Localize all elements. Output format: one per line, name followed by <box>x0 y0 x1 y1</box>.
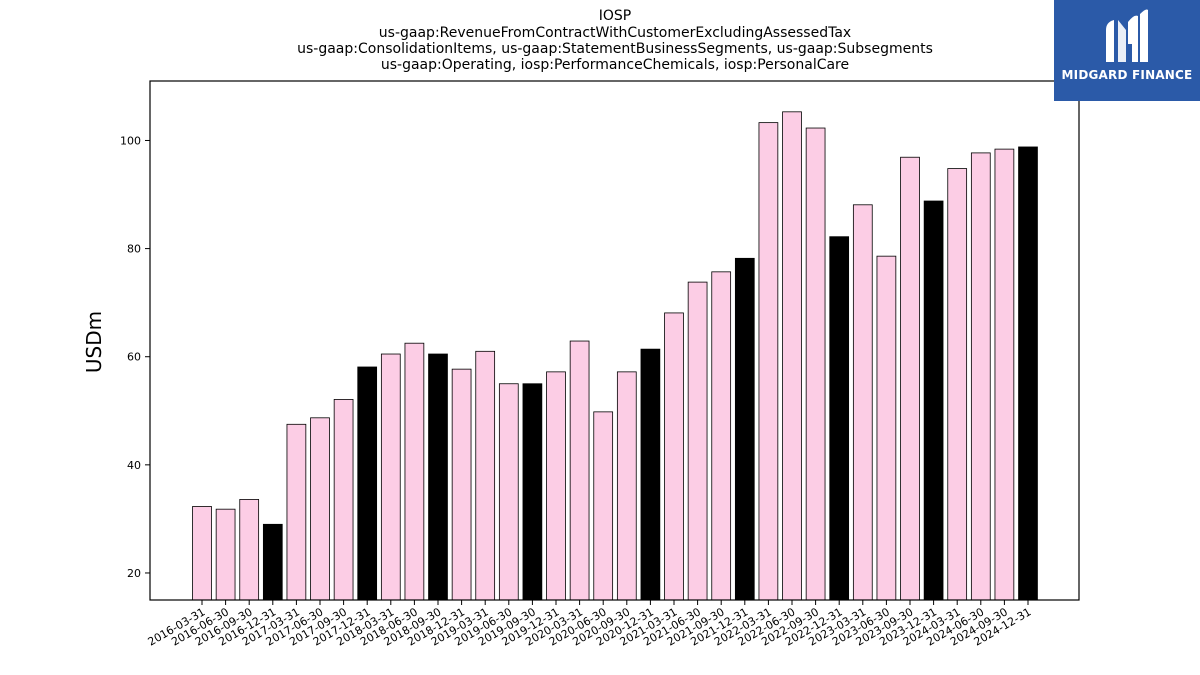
bar-2016-12-31 <box>262 523 283 601</box>
plot-frame <box>149 80 1080 601</box>
bar-2018-12-31 <box>451 368 472 601</box>
bar-2020-12-31 <box>640 348 661 601</box>
y-tick-label: 100 <box>120 134 141 147</box>
title-line-4: us-gaap:Operating, iosp:PerformanceChemi… <box>381 57 849 73</box>
bar-2017-12-31 <box>357 366 378 601</box>
y-axis-label: USDm <box>82 311 106 373</box>
bar-2021-09-30 <box>711 271 732 601</box>
y-tick-label: 40 <box>127 459 141 472</box>
bar-2021-12-31 <box>734 257 755 601</box>
bar-2024-06-30 <box>970 152 991 601</box>
y-axis-ticks: 20 40 60 80 100 <box>120 134 150 580</box>
bar-2017-03-31 <box>286 423 307 601</box>
title-line-1: IOSP <box>599 8 631 24</box>
bar-2024-12-31 <box>1018 146 1038 601</box>
bar-2022-12-31 <box>829 236 850 601</box>
bar-2019-12-31 <box>546 371 566 601</box>
bar-2022-03-31 <box>758 122 779 601</box>
y-tick-label: 60 <box>127 351 141 364</box>
bar-2018-03-31 <box>380 353 401 601</box>
bar-2021-03-31 <box>664 312 684 601</box>
bar-2019-09-30 <box>522 383 543 601</box>
bar-2018-09-30 <box>428 353 448 601</box>
title-line-3: us-gaap:ConsolidationItems, us-gaap:Stat… <box>297 41 933 57</box>
bar-2019-06-30 <box>498 383 519 601</box>
chart-title: IOSP us-gaap:RevenueFromContractWithCust… <box>297 8 933 73</box>
y-tick-label: 20 <box>127 567 141 580</box>
bar-2016-03-31 <box>192 506 212 601</box>
bar-2019-03-31 <box>475 350 496 601</box>
bar-2018-06-30 <box>404 342 425 601</box>
midgard-finance-logo: MIDGARD FINANCE <box>1054 0 1200 101</box>
bar-2024-09-30 <box>994 148 1015 601</box>
bar-2021-06-30 <box>687 281 708 601</box>
bar-2020-09-30 <box>616 371 637 601</box>
bar-2022-09-30 <box>805 127 826 601</box>
bar-2020-03-31 <box>569 340 590 601</box>
bar-2024-03-31 <box>947 168 968 601</box>
bar-2016-06-30 <box>215 508 236 601</box>
bar-2016-09-30 <box>239 499 260 601</box>
midgard-m-logo-icon <box>1106 9 1148 63</box>
logo-text: MIDGARD FINANCE <box>1061 68 1193 82</box>
bar-2022-06-30 <box>782 111 802 601</box>
y-tick-label: 80 <box>127 243 141 256</box>
bars-group <box>192 111 1038 601</box>
bar-2023-12-31 <box>923 200 944 601</box>
bar-2017-06-30 <box>310 417 330 601</box>
bar-2020-06-30 <box>593 411 614 601</box>
bar-2023-06-30 <box>876 255 897 601</box>
title-line-2: us-gaap:RevenueFromContractWithCustomerE… <box>379 25 851 41</box>
bar-2017-09-30 <box>333 399 354 601</box>
x-axis-ticks: 2016-03-312016-06-302016-09-302016-12-31… <box>146 600 1034 649</box>
bar-2023-09-30 <box>900 156 920 601</box>
bar-2023-03-31 <box>852 204 873 601</box>
